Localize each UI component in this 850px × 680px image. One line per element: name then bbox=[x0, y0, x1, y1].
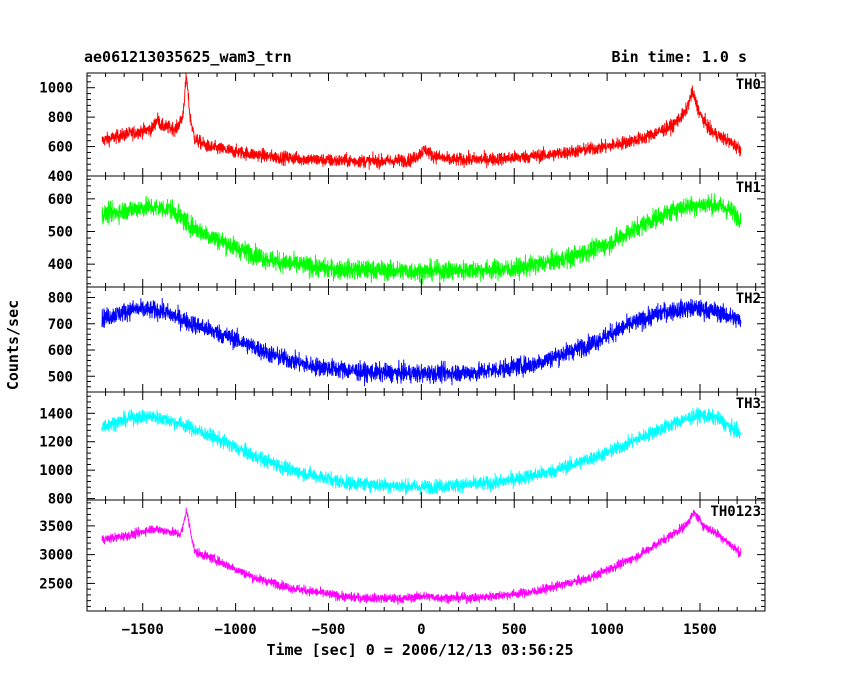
x-tick-label: 0 bbox=[417, 622, 425, 638]
x-axis: −1500 −1000 −500 0 500 1000 1500 bbox=[122, 622, 717, 638]
x-tick-label: −1000 bbox=[215, 622, 257, 638]
x-tick-label: −1500 bbox=[122, 622, 164, 638]
panels-layer: 400 600 800 1000 TH0 400 500 600 TH1 500 600 700 800… bbox=[39, 72, 766, 612]
x-tick-label: 500 bbox=[502, 622, 527, 638]
panel-th2-ytick-label: 700 bbox=[48, 317, 73, 333]
panel-th3: 800 1000 1200 1400 TH3 bbox=[39, 391, 766, 508]
panel-th0-frame bbox=[86, 72, 766, 177]
panel-th0-ytick-label: 800 bbox=[48, 110, 73, 126]
filename-title: ae061213035625_wam3_trn bbox=[84, 48, 292, 66]
panel-th0123-trace bbox=[101, 507, 742, 605]
panel-th2-ytick-label: 800 bbox=[48, 291, 73, 307]
panel-th0123-label: TH0123 bbox=[710, 504, 761, 520]
panel-th0-trace bbox=[101, 73, 742, 170]
panel-th0-label: TH0 bbox=[736, 77, 761, 93]
panel-th0123: 2500 3000 3500 TH0123 bbox=[39, 499, 766, 612]
panel-th1-ytick-label: 600 bbox=[48, 192, 73, 208]
panel-th0-ytick-label: 400 bbox=[48, 169, 73, 185]
x-tick-label: 1000 bbox=[590, 622, 624, 638]
panel-th1-trace bbox=[101, 193, 742, 285]
panel-th1: 400 500 600 TH1 bbox=[48, 175, 766, 288]
panel-th3-ytick-label: 1400 bbox=[39, 406, 73, 422]
panel-th0: 400 600 800 1000 TH0 bbox=[39, 72, 766, 185]
panel-th0-ytick-label: 600 bbox=[48, 140, 73, 156]
panel-th2-ytick-label: 500 bbox=[48, 369, 73, 385]
panel-th3-ytick-label: 800 bbox=[48, 492, 73, 508]
panel-th3-label: TH3 bbox=[736, 396, 761, 412]
bin-time-label: Bin time: 1.0 s bbox=[612, 48, 747, 66]
panel-th2-ytick-label: 600 bbox=[48, 343, 73, 359]
panel-th2: 500 600 700 800 TH2 bbox=[48, 286, 766, 393]
x-axis-title: Time [sec] 0 = 2006/12/13 03:56:25 bbox=[266, 641, 573, 659]
panel-th2-frame bbox=[86, 286, 766, 393]
x-tick-label: −500 bbox=[312, 622, 346, 638]
y-axis-title: Counts/sec bbox=[4, 300, 22, 390]
panel-th1-ytick-label: 400 bbox=[48, 257, 73, 273]
panel-th2-trace bbox=[101, 298, 742, 387]
panel-th0123-ytick-label: 2500 bbox=[39, 576, 73, 592]
panel-th0123-ytick-label: 3000 bbox=[39, 548, 73, 564]
panel-th1-ytick-label: 500 bbox=[48, 225, 73, 241]
panel-th3-trace bbox=[101, 407, 742, 496]
panel-th3-ytick-label: 1200 bbox=[39, 435, 73, 451]
panel-th0123-frame bbox=[86, 499, 766, 612]
panel-th0123-ytick-label: 3500 bbox=[39, 519, 73, 535]
panel-th1-label: TH1 bbox=[736, 180, 761, 196]
panel-th2-label: TH2 bbox=[736, 291, 761, 307]
x-tick-label: 1500 bbox=[683, 622, 717, 638]
panel-th0-ytick-label: 1000 bbox=[39, 81, 73, 97]
panel-th3-ytick-label: 1000 bbox=[39, 463, 73, 479]
